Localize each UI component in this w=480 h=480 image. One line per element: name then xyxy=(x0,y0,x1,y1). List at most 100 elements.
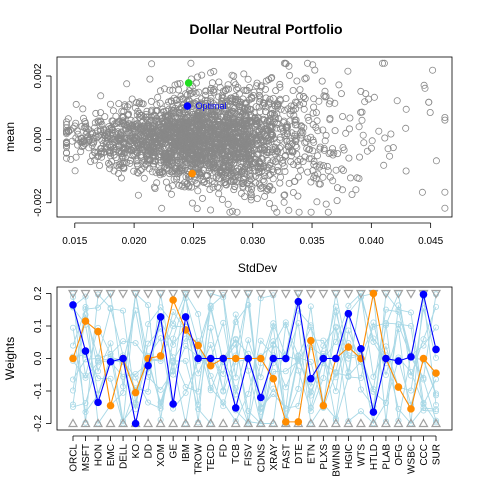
candidate-weight-point xyxy=(307,388,314,395)
scatter-point xyxy=(226,137,234,145)
weight-point-orange xyxy=(69,354,77,363)
scatter-point xyxy=(281,167,289,175)
scatter-point xyxy=(187,59,195,67)
weights-plot-frame xyxy=(56,286,453,431)
scatter-point xyxy=(192,89,200,97)
candidate-weight-point xyxy=(407,309,414,316)
scatter-point xyxy=(318,77,326,85)
scatter-point xyxy=(224,81,232,89)
candidate-weight-point xyxy=(95,304,102,311)
chart-title: Dollar Neutral Portfolio xyxy=(189,21,342,37)
scatter-point xyxy=(115,100,123,108)
weight-point-optimal xyxy=(219,354,228,363)
scatter-point xyxy=(355,123,363,131)
scatter-point xyxy=(101,113,109,121)
scatter-point xyxy=(210,67,218,75)
candidate-weight-point xyxy=(257,337,264,344)
scatter-point xyxy=(221,99,229,107)
scatter-point xyxy=(296,129,304,137)
scatter-point xyxy=(319,173,327,181)
scatter-point xyxy=(296,92,304,100)
scatter-point xyxy=(301,75,309,83)
scatter-point xyxy=(238,145,246,153)
weight-point-orange xyxy=(156,352,165,360)
candidate-weight-point xyxy=(257,408,264,415)
scatter-point xyxy=(255,103,263,111)
weight-point-orange xyxy=(307,336,315,345)
scatter-point xyxy=(72,153,80,161)
candidate-weight-point xyxy=(432,303,439,310)
candidate-weight-point xyxy=(295,385,302,392)
lower-bound-marker xyxy=(180,418,191,428)
scatter-point xyxy=(357,87,365,95)
scatter-point xyxy=(191,154,199,162)
scatter-point xyxy=(186,129,194,137)
scatter-point xyxy=(185,112,193,120)
scatter-point xyxy=(274,163,282,171)
scatter-point xyxy=(273,110,281,118)
scatter-y-axis: -0.002 0.000 0.002 xyxy=(33,63,52,217)
scatter-point xyxy=(174,101,182,109)
scatter-point xyxy=(294,192,302,200)
scatter-point xyxy=(241,99,249,107)
weights-y-tick-label: 0.2 xyxy=(33,286,44,300)
highlight-points: Optimal xyxy=(183,79,226,178)
scatter-point xyxy=(134,169,142,177)
scatter-point xyxy=(272,87,280,95)
scatter-point xyxy=(88,139,96,147)
scatter-point xyxy=(312,109,320,117)
scatter-point xyxy=(147,97,155,105)
scatter-point xyxy=(200,135,208,143)
scatter-point xyxy=(175,167,183,175)
lower-bound-marker xyxy=(318,418,329,428)
scatter-point xyxy=(206,120,214,128)
lower-bound-marker xyxy=(330,418,341,428)
scatter-point xyxy=(176,141,184,149)
scatter-point xyxy=(346,114,354,122)
scatter-point xyxy=(205,167,213,175)
lower-bound-marker xyxy=(268,418,279,428)
scatter-point xyxy=(365,95,373,103)
scatter-point xyxy=(120,165,128,173)
upper-bound-marker xyxy=(430,289,442,299)
scatter-point xyxy=(259,101,267,109)
weight-point-orange xyxy=(94,327,102,336)
scatter-point xyxy=(324,167,332,175)
scatter-point xyxy=(72,134,80,142)
scatter-point xyxy=(338,186,346,194)
weight-point-orange xyxy=(281,418,290,426)
scatter-point xyxy=(198,95,206,103)
scatter-point xyxy=(360,139,368,147)
scatter-point xyxy=(190,113,198,121)
scatter-point xyxy=(346,174,354,182)
scatter-point xyxy=(142,160,150,168)
candidate-weight-point xyxy=(307,392,314,399)
candidate-weight-point xyxy=(282,322,289,329)
scatter-x-tick-label: 0.030 xyxy=(240,236,265,247)
candidate-weight-point xyxy=(370,386,377,393)
scatter-point xyxy=(208,79,216,87)
candidate-weight-point xyxy=(295,352,302,359)
scatter-point xyxy=(342,129,350,137)
scatter-point xyxy=(311,66,319,74)
weight-point-orange xyxy=(106,401,115,410)
scatter-point xyxy=(294,157,302,165)
scatter-point xyxy=(276,125,284,133)
scatter-point xyxy=(289,87,297,95)
scatter-point xyxy=(63,149,71,157)
scatter-point xyxy=(363,147,371,155)
candidate-weight-point xyxy=(420,336,427,343)
weight-point-optimal xyxy=(169,400,177,408)
candidate-weight-point xyxy=(82,293,89,300)
upper-bound-marker xyxy=(143,289,154,299)
scatter-point xyxy=(441,188,449,196)
scatter-point xyxy=(240,86,248,94)
candidate-weight-point xyxy=(82,409,89,416)
scatter-point xyxy=(310,138,318,146)
scatter-point xyxy=(441,116,449,124)
weights-x-tick-label: CCC xyxy=(419,444,430,466)
scatter-point xyxy=(289,188,297,196)
scatter-point xyxy=(198,71,206,79)
scatter-point xyxy=(305,155,313,163)
